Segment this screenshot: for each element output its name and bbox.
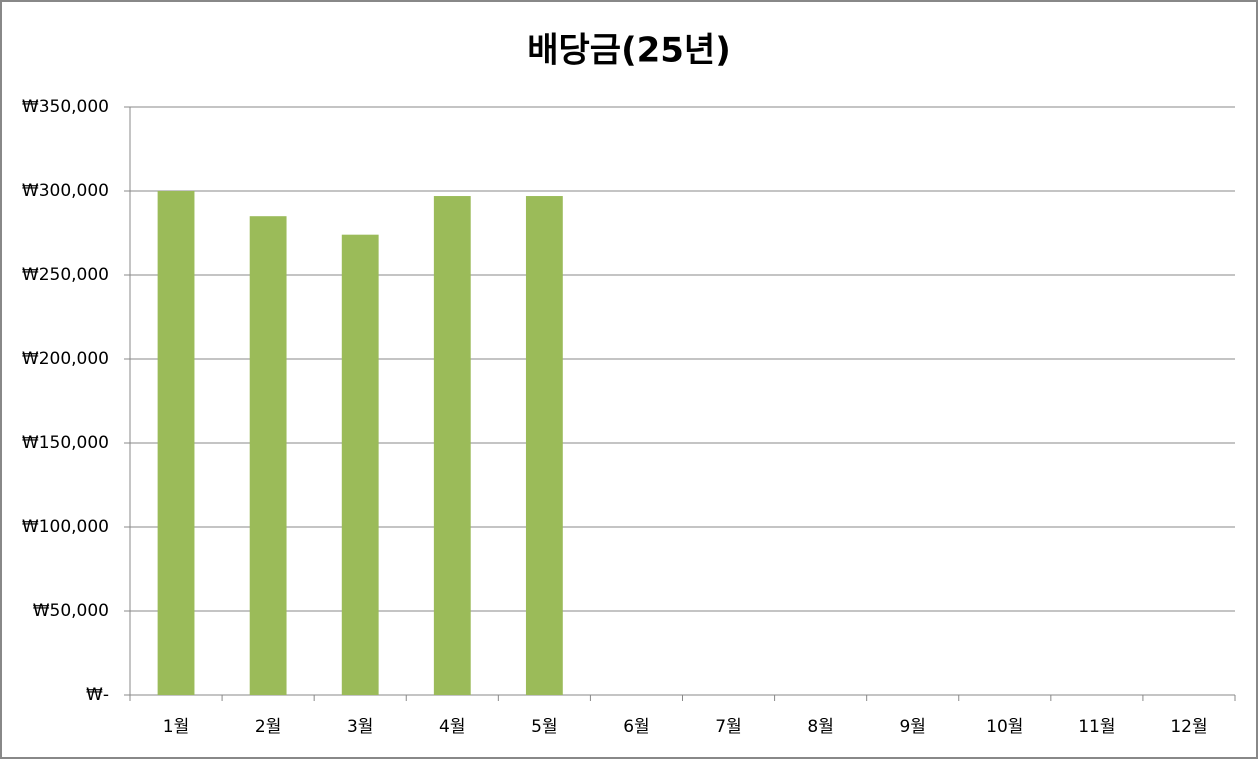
x-tick-label: 2월 (255, 717, 281, 737)
bar (249, 216, 287, 695)
x-tick-label: 9월 (899, 717, 925, 737)
x-tick-label: 4월 (439, 717, 465, 737)
y-tick-label: ₩250,000 (22, 265, 109, 285)
x-tick-label: 12월 (1170, 717, 1207, 737)
x-tick-label: 1월 (163, 717, 189, 737)
y-tick-label: ₩100,000 (22, 517, 109, 537)
y-tick-label: ₩150,000 (22, 433, 109, 453)
bar (341, 234, 379, 695)
x-tick-label: 11월 (1078, 717, 1115, 737)
x-tick-label: 10월 (986, 717, 1023, 737)
y-tick-label: ₩50,000 (33, 601, 109, 621)
y-tick-label: ₩300,000 (22, 181, 109, 201)
x-tick-label: 8월 (807, 717, 833, 737)
bar (157, 191, 195, 695)
y-tick-label: ₩200,000 (22, 349, 109, 369)
chart-title: 배당금(25년) (527, 31, 731, 71)
y-tick-label: ₩- (86, 685, 109, 705)
x-tick-label: 6월 (623, 717, 649, 737)
y-tick-label: ₩350,000 (22, 97, 109, 117)
x-tick-label: 3월 (347, 717, 373, 737)
x-tick-label: 5월 (531, 717, 557, 737)
x-tick-label: 7월 (715, 717, 741, 737)
bar (525, 196, 563, 696)
bar (433, 196, 471, 696)
